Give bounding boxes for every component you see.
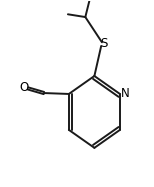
Text: O: O [19, 81, 28, 94]
Text: N: N [121, 87, 130, 100]
Text: S: S [101, 37, 108, 50]
